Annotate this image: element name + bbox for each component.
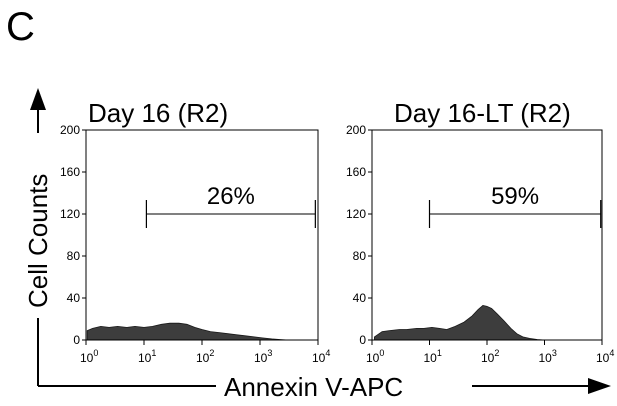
y-tick-label: 40: [353, 291, 367, 305]
x-tick-label: 104: [596, 348, 614, 365]
x-tick-label: 101: [138, 348, 156, 365]
x-axis-arrow: [38, 378, 611, 394]
y-tick-label: 80: [353, 249, 367, 263]
histogram-panel-day16: Day 16 (R2) 0 40 80 120 160 200 100 101 102 103 104…: [60, 98, 330, 365]
plot-frame: [85, 129, 319, 341]
y-tick-label: 160: [60, 165, 80, 179]
y-tick-label: 200: [346, 123, 366, 137]
x-tick-label: 103: [254, 348, 272, 365]
y-tick-label: 200: [60, 123, 80, 137]
x-tick-label: 103: [539, 348, 557, 365]
x-tick-label: 104: [312, 348, 330, 365]
x-tick-label: 100: [80, 348, 98, 365]
x-tick-label: 102: [481, 348, 499, 365]
y-tick-label: 40: [67, 291, 81, 305]
x-axis-label: Annexin V-APC: [224, 372, 403, 402]
y-tick-label: 0: [73, 333, 80, 347]
y-axis-arrow: [30, 88, 46, 386]
gate-percentage: 59%: [491, 183, 539, 210]
histogram-panel-day16-lt: Day 16-LT (R2) 0 40 80 120 160 200 100 101 102 103…: [346, 98, 614, 365]
histogram-area: [86, 322, 288, 341]
y-tick-label: 120: [346, 207, 366, 221]
y-tick-label: 120: [60, 207, 80, 221]
x-tick-label: 101: [424, 348, 442, 365]
y-tick-label: 80: [67, 249, 81, 263]
y-axis-label: Cell Counts: [23, 174, 53, 308]
gate-percentage: 26%: [207, 183, 255, 210]
y-tick-label: 160: [346, 165, 366, 179]
panel-title: Day 16-LT (R2): [394, 98, 571, 128]
panel-title: Day 16 (R2): [88, 98, 228, 128]
y-tick-label: 0: [359, 333, 366, 347]
panel-letter: C: [6, 5, 35, 49]
x-tick-label: 102: [196, 348, 214, 365]
histogram-area: [374, 304, 545, 341]
x-tick-label: 100: [366, 348, 384, 365]
